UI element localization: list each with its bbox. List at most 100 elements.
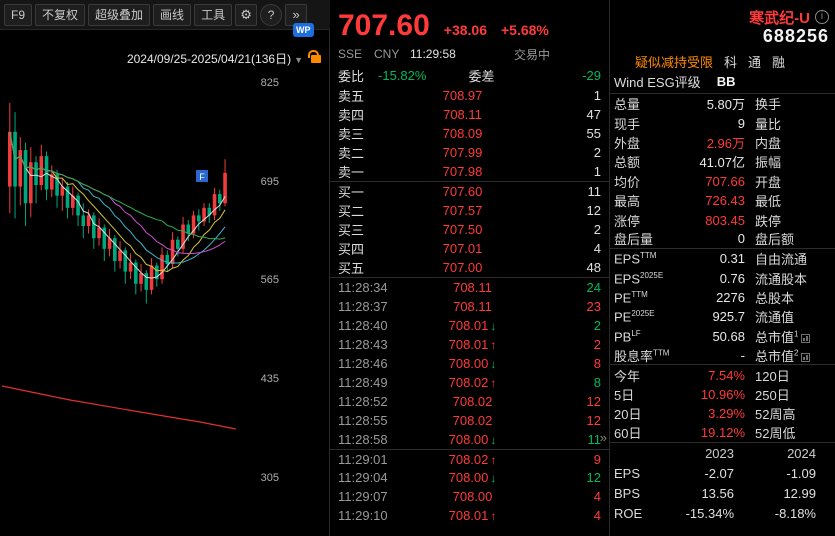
toolbar-button-2[interactable]: 不复权 — [35, 3, 86, 26]
ask-price: 707.99 — [442, 145, 483, 160]
esg-rating: BB — [716, 74, 736, 89]
toolbar-button-4[interactable]: 画线 — [153, 3, 192, 26]
trade-tick-row-13: 11:29:10 708.01 ↑ 4 — [330, 506, 609, 525]
financials-row-2: BPS 13.56 12.99 — [610, 483, 835, 503]
tick-volume: 24 — [586, 280, 601, 295]
stat-row-14: 股息率TTM - 总市值2 — [610, 346, 835, 366]
weicha-label: 委差 — [468, 68, 495, 84]
financials-value-2024: -1.09 — [786, 465, 816, 481]
ask-volume: 1 — [593, 164, 601, 179]
ask-volume: 2 — [593, 145, 601, 160]
stat-secondary-label: 跌停 — [755, 213, 782, 229]
tick-time: 11:28:58 — [338, 432, 388, 447]
tick-price: 708.11 — [453, 299, 492, 314]
tick-price: 708.00 — [452, 489, 493, 504]
ask-row-4[interactable]: 卖二 707.99 2 — [330, 143, 609, 162]
help-icon[interactable]: ? — [260, 3, 283, 26]
downtick-arrow-icon: ↓ — [490, 319, 497, 333]
financials-row-1: EPS -2.07 -1.09 — [610, 463, 835, 483]
stat-row-5: 均价 707.66 开盘 — [610, 172, 835, 191]
stat-value: 726.43 — [705, 193, 745, 209]
financials-metric: BPS — [614, 485, 641, 501]
bid-row-5[interactable]: 买五 707.00 48 — [330, 258, 609, 277]
ask-price: 708.97 — [442, 88, 483, 103]
market-badge-3: 融 — [771, 54, 785, 70]
ask-row-3[interactable]: 卖三 708.09 55 — [330, 124, 609, 143]
stat-secondary-label: 流通股本 — [755, 271, 808, 287]
tick-price: 708.01 ↓ — [448, 318, 497, 333]
bid-row-2[interactable]: 买二 707.57 12 — [330, 201, 609, 220]
stat-secondary-label: 250日 — [755, 388, 790, 404]
downtick-arrow-icon: ↓ — [490, 357, 497, 371]
bid-row-1[interactable]: 买一 707.60 11 — [330, 182, 609, 201]
stat-label: 今年 — [614, 368, 641, 384]
stat-secondary-label: 换手 — [755, 97, 782, 113]
stat-secondary-label: 盘后额 — [755, 232, 795, 248]
info-icon[interactable]: i — [815, 10, 829, 24]
tick-time: 11:28:34 — [338, 280, 388, 295]
bid-row-4[interactable]: 买四 707.01 4 — [330, 239, 609, 258]
financials-value-2023: 13.56 — [701, 485, 734, 501]
expand-chevrons-icon[interactable]: » — [599, 430, 607, 445]
chart-toolbar: F9 不复权 超级叠加 画线 工具 ⚙?» — [0, 0, 330, 30]
tick-price: 708.02 ↑ — [448, 375, 497, 390]
bid-level-label: 买二 — [338, 204, 365, 219]
stock-name: 寒武纪-U — [749, 9, 810, 27]
toolbar-button-5[interactable]: 工具 — [194, 3, 233, 26]
tick-time: 11:28:55 — [338, 413, 388, 428]
svg-text:F: F — [199, 172, 205, 182]
stat-label: 总量 — [614, 97, 641, 113]
tick-price: 708.02 ↑ — [448, 451, 497, 467]
toolbar-button-3[interactable]: 超级叠加 — [88, 3, 151, 26]
toolbar-button-1[interactable]: F9 — [4, 3, 33, 26]
ask-row-2[interactable]: 卖四 708.11 47 — [330, 105, 609, 124]
stat-value: 41.07亿 — [699, 155, 745, 171]
price-axis-label: 825 — [260, 77, 279, 89]
stat-value: 0.31 — [719, 251, 745, 267]
ask-row-1[interactable]: 卖五 708.97 1 — [330, 86, 609, 105]
mini-chart-icon[interactable] — [801, 352, 811, 362]
stat-row-17: 20日 3.29% 52周高 — [610, 404, 835, 423]
financials-metric: ROE — [614, 505, 643, 521]
stat-label: PBLF — [614, 328, 641, 345]
trade-tick-row-1: 11:28:34 708.11 24 — [330, 278, 609, 297]
ask-levels: 卖五 708.97 1 卖四 708.11 47 卖三 708.09 55 卖二 707.99 2 卖一… — [330, 86, 609, 181]
wp-badge[interactable]: WP — [293, 23, 314, 37]
tick-time: 11:28:52 — [338, 394, 388, 409]
stat-label: EPSTTM — [614, 251, 657, 267]
ask-row-5[interactable]: 卖一 707.98 1 — [330, 162, 609, 181]
stat-value: 5.80万 — [706, 97, 745, 113]
financials-value-2024: 12.99 — [783, 485, 816, 501]
stat-row-2: 现手 9 量比 — [610, 113, 835, 132]
downtick-arrow-icon: ↓ — [490, 433, 497, 447]
gear-icon[interactable]: ⚙ — [235, 3, 258, 26]
stat-value: 707.66 — [705, 173, 745, 189]
tick-volume: 2 — [593, 337, 601, 352]
bid-volume: 48 — [586, 260, 601, 275]
quote-header: 707.60 +38.06 +5.68% — [330, 0, 609, 44]
tick-time: 11:28:49 — [338, 375, 388, 390]
date-range-selector[interactable]: 2024/09/25-2025/04/21(136日) ▼ — [127, 50, 303, 67]
unlock-icon[interactable] — [308, 50, 321, 63]
commission-ratio-row: 委比 -15.82% 委差 -29 — [330, 64, 609, 86]
bid-row-3[interactable]: 买三 707.50 2 — [330, 220, 609, 239]
market-badge-2: 通 — [747, 54, 761, 70]
market-time: 11:29:58 — [410, 47, 456, 61]
trade-tick-row-5: 11:28:46 708.00 ↓ 8 — [330, 354, 609, 373]
stat-secondary-label: 量比 — [755, 116, 782, 132]
stat-row-1: 总量 5.80万 换手 — [610, 94, 835, 113]
financials-metric: EPS — [614, 465, 641, 481]
candlestick-chart[interactable]: F — [0, 0, 330, 536]
bid-price: 707.57 — [442, 203, 483, 218]
stat-label: 总额 — [614, 155, 641, 171]
mini-chart-icon[interactable] — [801, 333, 811, 343]
financials-header-row: 2023 2024 — [610, 443, 835, 463]
tick-price: 708.01 ↑ — [448, 337, 497, 352]
exchange-label: SSE — [338, 47, 363, 61]
tick-volume: 9 — [593, 451, 601, 467]
stat-label: 最高 — [614, 194, 641, 210]
bid-price: 707.60 — [442, 184, 483, 199]
stat-row-8: 盘后量 0 盘后额 — [610, 230, 835, 250]
tick-volume: 12 — [586, 394, 601, 409]
tick-time: 11:29:01 — [338, 451, 388, 467]
